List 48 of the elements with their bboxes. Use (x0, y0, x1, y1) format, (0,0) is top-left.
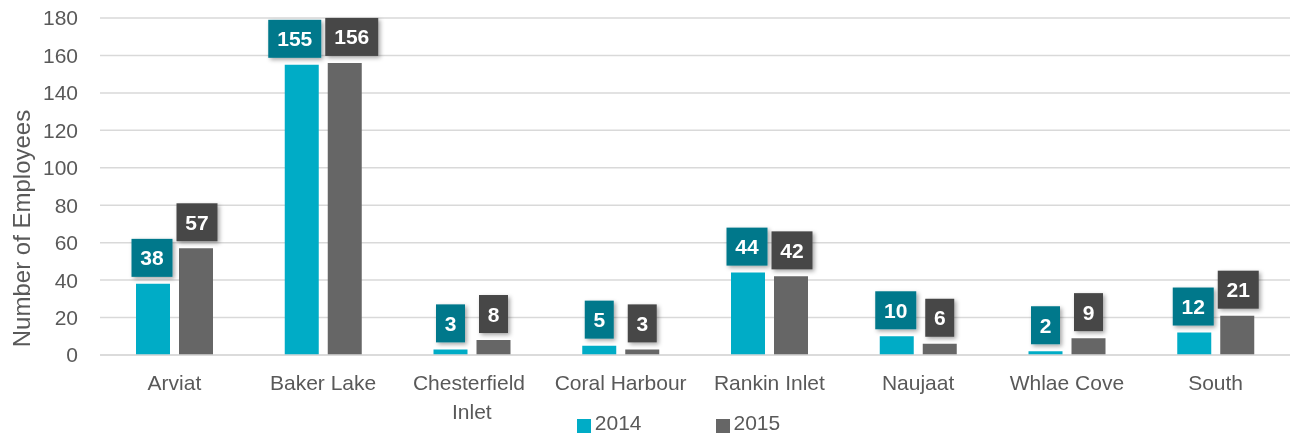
x-tick-label: Arviat (147, 370, 202, 394)
data-label: 10 (884, 298, 908, 322)
data-label: 8 (487, 302, 500, 326)
x-tick-label: Baker Lake (270, 370, 377, 394)
data-label: 38 (140, 246, 164, 270)
y-tick-label: 160 (42, 43, 78, 67)
x-tick-label: South (1188, 370, 1244, 394)
bar (476, 340, 511, 355)
bar (1220, 315, 1255, 355)
data-label: 3 (444, 311, 457, 335)
x-tick-label: Chesterfield Inlet (412, 370, 531, 423)
y-tick-label: 140 (42, 81, 78, 105)
y-tick-label: 120 (42, 118, 78, 142)
data-label: 57 (185, 210, 209, 234)
data-label: 44 (735, 235, 759, 259)
x-tick-label: Naujaat (881, 370, 955, 394)
bar (774, 276, 808, 355)
bar (179, 248, 213, 355)
y-tick-label: 0 (66, 343, 78, 367)
data-label: 3 (636, 311, 649, 335)
bar (1177, 332, 1212, 355)
y-tick-label: 180 (42, 6, 78, 30)
bar (284, 64, 319, 355)
bar (879, 336, 914, 355)
bar (327, 62, 362, 355)
y-tick-label: 80 (54, 193, 78, 217)
data-label: 6 (933, 306, 946, 330)
y-tick-label: 40 (54, 268, 78, 292)
x-tick-label: Coral Harbour (554, 370, 687, 394)
data-label: 5 (593, 308, 606, 332)
bar (731, 272, 765, 355)
data-label: 156 (334, 25, 370, 49)
x-tick-label: Rankin Inlet (713, 370, 825, 394)
y-tick-label: 20 (54, 306, 78, 330)
data-label: 9 (1082, 300, 1095, 324)
data-label: 21 (1226, 278, 1251, 302)
data-label: 42 (780, 238, 804, 262)
y-axis-title: Number of Employees (7, 109, 35, 348)
legend-label: 2014 (594, 411, 642, 434)
x-tick-label: Whlae Cove (1009, 370, 1125, 394)
y-tick-label: 60 (54, 231, 78, 255)
bar (1071, 338, 1106, 355)
bar (136, 283, 170, 355)
y-tick-label: 100 (42, 156, 78, 180)
data-label: 2 (1039, 313, 1052, 337)
data-label: 155 (277, 27, 313, 51)
data-label: 12 (1181, 295, 1205, 319)
legend-label: 2015 (733, 411, 781, 434)
